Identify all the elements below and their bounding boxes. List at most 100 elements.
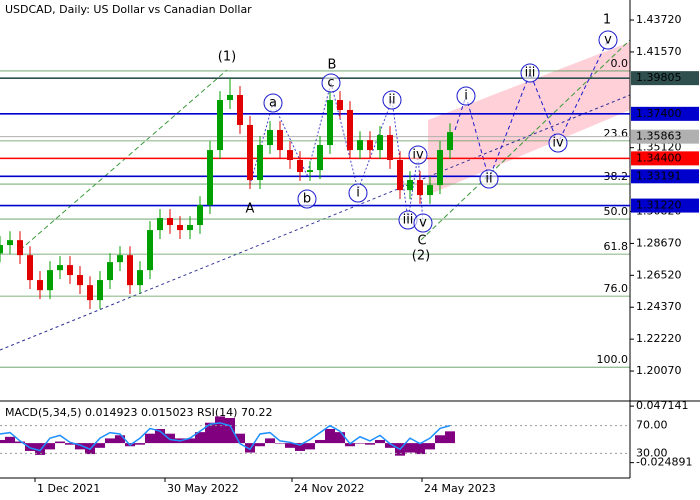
candle-body [197, 205, 203, 226]
macd-bar [145, 433, 155, 444]
macd-bar [415, 443, 425, 455]
candle-body [167, 218, 173, 226]
y-tick-label: 70.00 [636, 419, 668, 432]
fib-label: 0.0 [611, 57, 629, 70]
wave-circle [382, 90, 402, 110]
candle-body [67, 265, 73, 276]
macd-bar [435, 435, 445, 444]
macd-bar [405, 443, 415, 453]
wave-label: ii [388, 93, 395, 108]
level-box [631, 198, 699, 213]
macd-bar [165, 433, 175, 444]
candle-body [37, 280, 43, 291]
indicator-header: MACD(5,34,5) 0.014923 0.015023 RSI(14) 7… [5, 406, 272, 419]
candle-body [407, 180, 413, 191]
candle-body [107, 262, 113, 281]
wave-circle [520, 63, 540, 83]
wave-label: B [328, 58, 337, 73]
macd-bar [5, 436, 15, 444]
level-box [631, 151, 699, 166]
y-tick-label: 1.26520 [636, 268, 682, 281]
wave-label: v [419, 216, 427, 231]
level-box [631, 106, 699, 121]
x-tick-label: 24 May 2023 [424, 482, 496, 495]
wave-label: a [269, 96, 277, 111]
x-tick-label: 1 Dec 2021 [37, 482, 100, 495]
wave-circle [413, 213, 433, 233]
wave-label: ii [485, 172, 492, 187]
wave-label: v [604, 33, 612, 48]
candle-body [77, 275, 83, 286]
candle-body [237, 94, 243, 125]
wave-circle [479, 169, 499, 189]
macd-bar [355, 443, 365, 444]
y-tick-label: 1.20070 [636, 364, 682, 377]
macd-bar [275, 443, 285, 444]
level-label: 1.35863 [636, 130, 682, 143]
macd-bar [445, 431, 455, 444]
macd-bar [95, 443, 105, 448]
wave-label: A [246, 202, 255, 217]
macd-bar [45, 443, 55, 450]
macd-bar [0, 439, 5, 444]
macd-bar [215, 416, 225, 444]
candle-body [267, 130, 273, 146]
candle-body [97, 280, 103, 301]
candle-body [317, 145, 323, 171]
level-label: 1.31220 [636, 199, 682, 212]
candle-body [247, 124, 253, 181]
fib-label: 23.6 [604, 127, 629, 140]
candle-body [257, 145, 263, 181]
macd-bar [345, 443, 355, 447]
macd-bar [75, 443, 85, 450]
macd-bar [155, 428, 165, 444]
wave-circle [456, 86, 476, 106]
wave-label: iii [403, 213, 414, 228]
y-tick-label: 1.35120 [636, 141, 682, 154]
candle-body [277, 130, 283, 151]
y-tick-label: -0.024891 [636, 456, 692, 469]
wave-label: iv [552, 136, 564, 151]
fib-label: 100.0 [597, 353, 629, 366]
level-label: 1.37400 [636, 107, 682, 120]
candle-body [127, 255, 133, 286]
trend-line [420, 39, 631, 241]
candle-body [7, 240, 13, 246]
candle-body [307, 170, 313, 173]
wave-circle [598, 30, 618, 50]
candle-body [397, 160, 403, 191]
macd-bar [245, 443, 255, 453]
candle-body [227, 94, 233, 101]
wave-label: C [417, 234, 426, 249]
y-tick-label: 1.28670 [636, 236, 682, 249]
macd-bar [115, 435, 125, 444]
macd-bar [265, 438, 275, 444]
candle-body [57, 265, 63, 271]
candle-body [377, 135, 383, 151]
level-label: 1.34400 [636, 151, 682, 164]
candle-body [147, 230, 153, 271]
candle-body [117, 255, 123, 263]
macd-bar [105, 438, 115, 444]
level-box [631, 129, 699, 144]
forecast-layer [0, 39, 631, 368]
trend-line [0, 94, 631, 351]
level-label: 1.39805 [636, 71, 682, 84]
macd-bar [55, 441, 65, 444]
macd-bar [205, 422, 215, 444]
y-tick-label: 1.24370 [636, 300, 682, 313]
candle-body [17, 240, 23, 256]
fib-label: 76.0 [604, 282, 629, 295]
macd-bar [425, 443, 435, 450]
candle-body [387, 135, 393, 160]
wave-label: 1 [603, 13, 611, 28]
macd-bar [195, 432, 205, 444]
candle-body [447, 132, 453, 151]
macd-bar [305, 443, 315, 450]
macd-bar [385, 443, 395, 448]
rsi-line [0, 422, 451, 452]
trend-line [19, 69, 228, 251]
wave-circle [263, 93, 283, 113]
macd-bar [65, 443, 75, 445]
